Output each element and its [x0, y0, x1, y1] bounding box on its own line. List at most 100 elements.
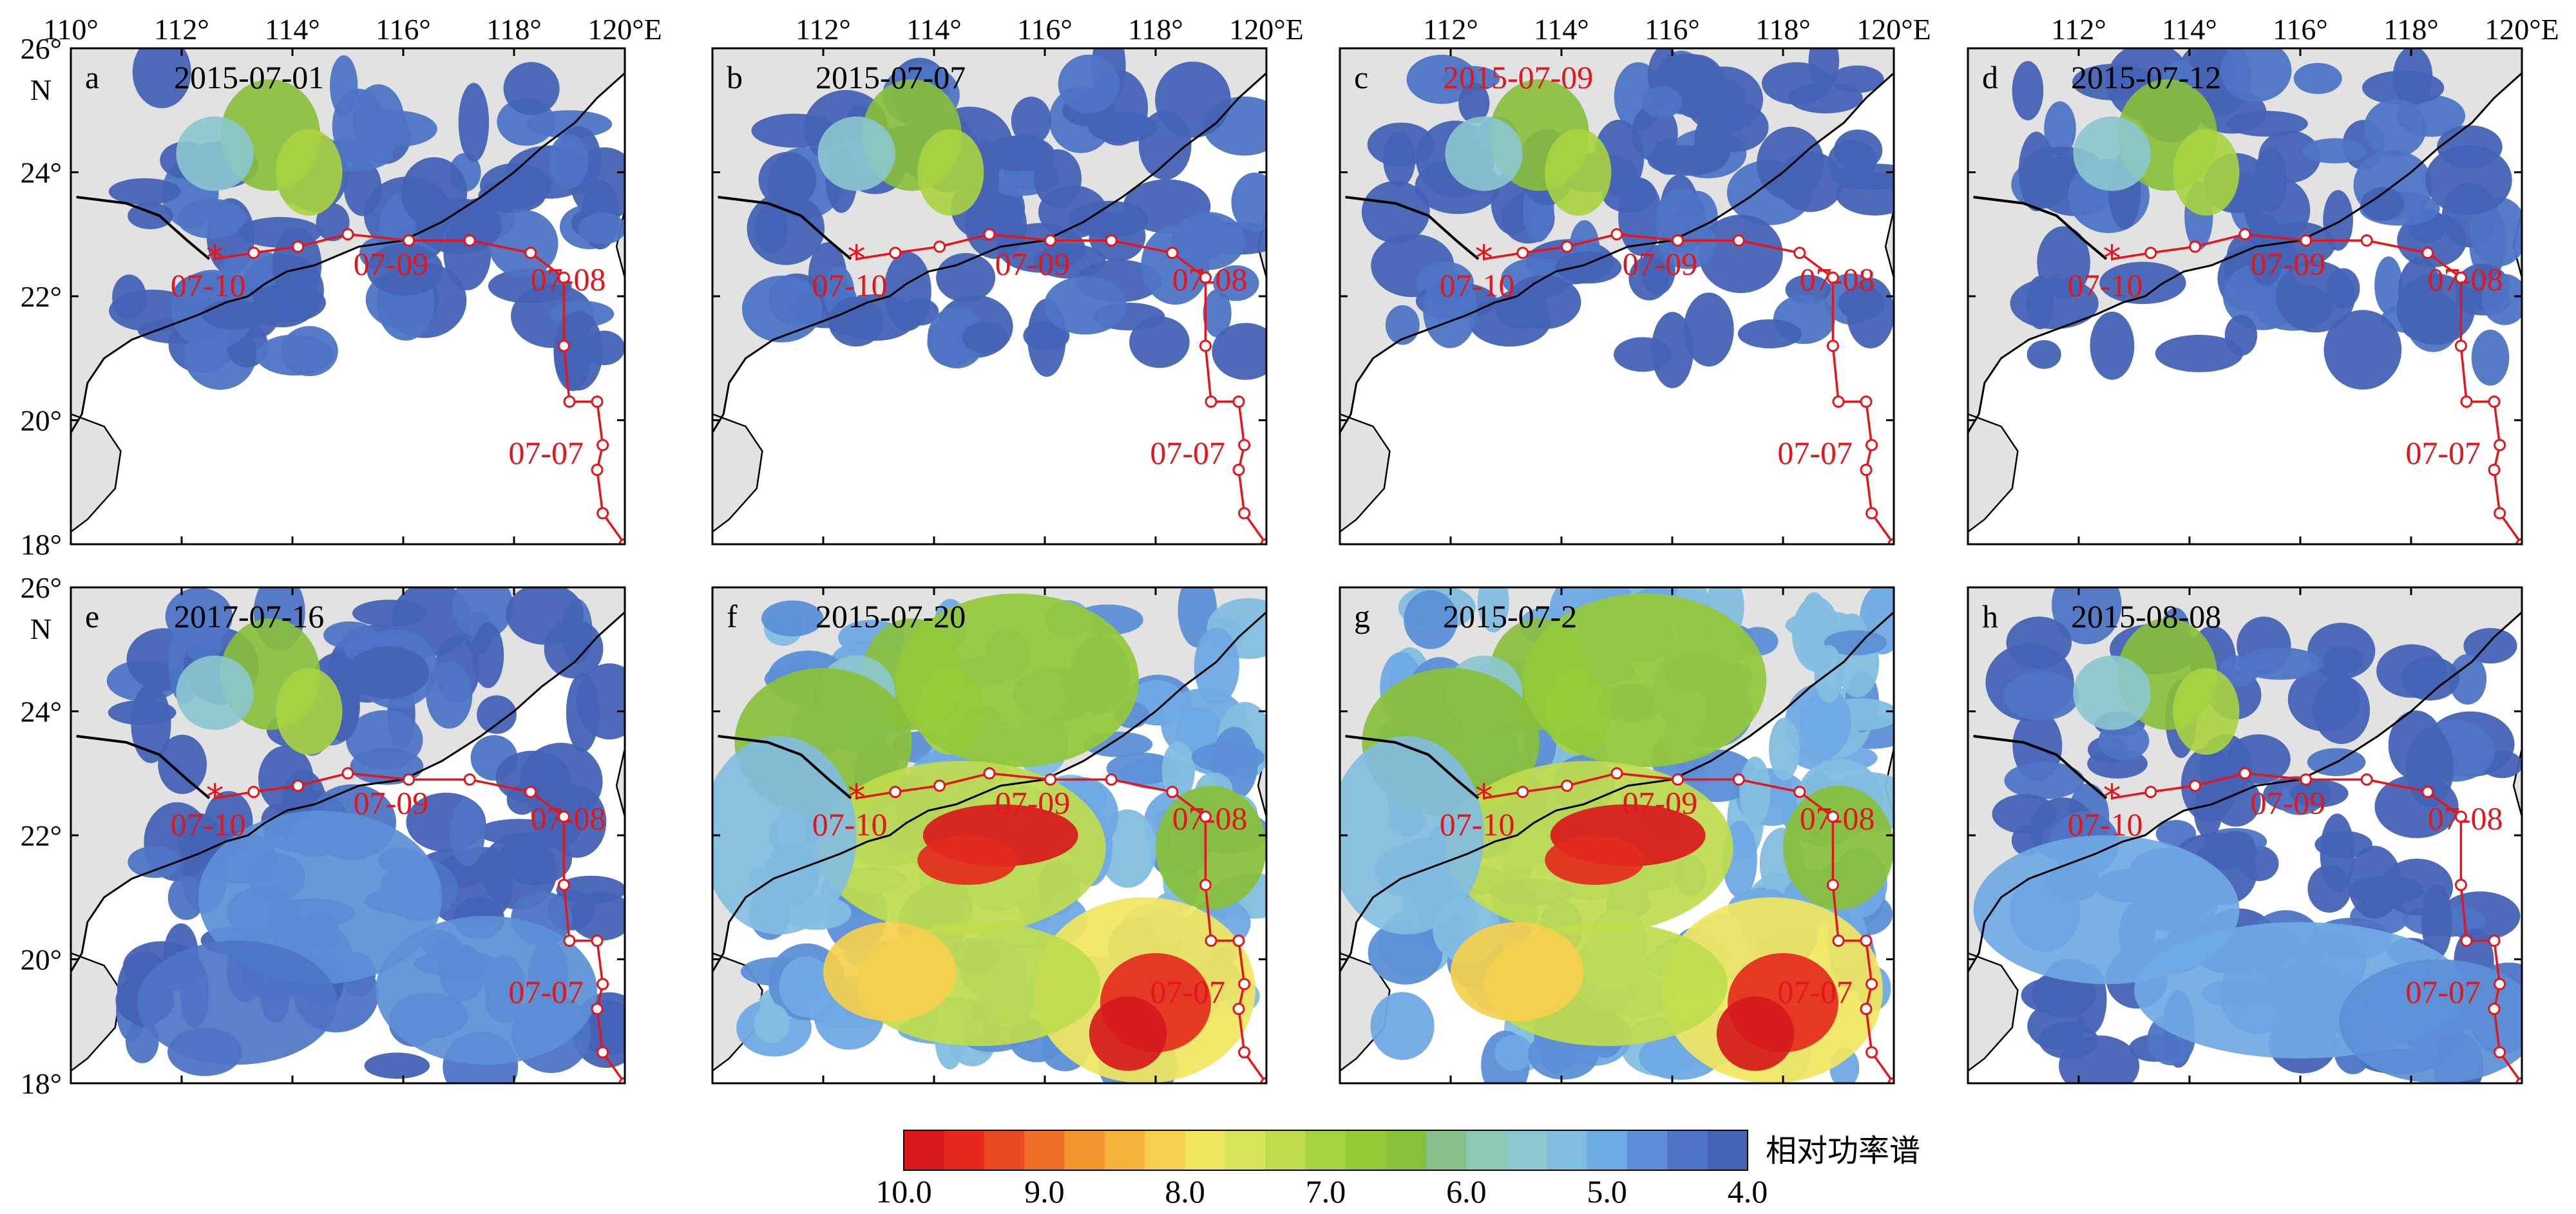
map-panel-a: * 07-07 07-08 07-09 07-10 110° 112° 114° 116° 118…	[21, 13, 662, 561]
track-point	[1732, 773, 1745, 786]
track-point	[1199, 878, 1212, 891]
typhoon-track: * 07-07 07-08 07-09 07-10	[2068, 228, 2522, 544]
panel-letter: f	[727, 598, 738, 634]
track-point	[2454, 878, 2467, 891]
track-point	[463, 773, 476, 786]
track-date-label: 07-07	[2405, 435, 2481, 471]
coastline	[712, 72, 1266, 433]
track-point	[1238, 439, 1251, 451]
track-point	[403, 234, 415, 247]
track-point	[1232, 464, 1245, 476]
colorbar-swatch	[1386, 1130, 1427, 1170]
typhoon-track: * 07-07 07-08 07-09 07-10	[171, 767, 625, 1083]
lon-tick-label: 112°	[2051, 13, 2106, 46]
panel-letter: h	[1982, 598, 1998, 634]
track-date-label: 07-10	[2068, 806, 2143, 842]
track-date-label: 07-08	[2428, 261, 2503, 297]
lon-tick-label: 116°	[2273, 13, 2328, 46]
track-point	[2488, 395, 2501, 408]
track-point	[1105, 773, 1118, 786]
track-point	[889, 247, 902, 260]
colorbar-tick-label: 9.0	[1024, 1173, 1065, 1209]
track-point	[2454, 339, 2467, 352]
track-date-label: 07-08	[531, 800, 606, 836]
colorbar-swatch	[1547, 1130, 1588, 1170]
track-point	[1105, 234, 1118, 247]
track-date-label: 07-08	[1172, 800, 1248, 836]
track-date-label: 07-10	[171, 267, 246, 303]
province-boundary	[718, 196, 852, 260]
panel-date: 2015-07-09	[1443, 59, 1593, 95]
lat-tick-label: 22°	[21, 819, 62, 852]
panel-letter: e	[85, 598, 99, 634]
lon-tick-label: 116°	[1017, 13, 1073, 46]
panel-letter: d	[1982, 59, 1998, 95]
map-panel-e: * 07-07 07-08 07-09 07-10 26° 24° 22° 20° 18° N e 20…	[21, 571, 626, 1100]
panel-date: 2017-07-16	[174, 598, 324, 634]
track-point	[2238, 767, 2251, 780]
track-date-label: 07-07	[1150, 974, 1225, 1010]
track-point	[1260, 538, 1266, 544]
track-point	[1826, 810, 1839, 823]
track-point	[1044, 773, 1057, 786]
taiwan-tip	[615, 748, 625, 817]
power-spectrum-field	[712, 587, 1266, 1083]
lon-tick-label: 118°	[1128, 13, 1183, 46]
track-point	[1561, 240, 1574, 253]
lon-tick-label: 118°	[1755, 13, 1811, 46]
track-date-label: 07-08	[531, 261, 606, 297]
track-point	[596, 978, 609, 991]
province-boundary	[1345, 196, 1480, 260]
lon-tick-label: 120°E	[1856, 13, 1931, 46]
track-date-label: 07-09	[995, 245, 1071, 281]
track-point	[247, 247, 260, 260]
track-point	[1205, 395, 1217, 408]
track-point	[1044, 234, 1057, 247]
track-date-label: 07-09	[354, 784, 429, 820]
typhoon-track: * 07-07 07-08 07-09 07-10	[812, 228, 1266, 544]
colorbar-swatch	[1265, 1130, 1306, 1170]
track-date-label: 07-08	[2428, 800, 2503, 836]
track-point	[1793, 247, 1806, 260]
province-boundary	[1345, 735, 1480, 799]
panel-date: 2015-07-2	[1443, 598, 1577, 634]
track-point	[1865, 1046, 1878, 1059]
colorbar-tick-label: 4.0	[1728, 1173, 1768, 1209]
track-point	[1232, 934, 1245, 947]
colorbar-tick-label: 6.0	[1446, 1173, 1487, 1209]
track-date-label: 07-07	[508, 974, 584, 1010]
track-point	[889, 786, 902, 799]
track-point	[1238, 507, 1251, 520]
track-point	[2454, 271, 2467, 284]
panel-date: 2015-07-12	[2071, 59, 2221, 95]
track-point	[591, 1003, 604, 1015]
colorbar-swatch	[1185, 1130, 1226, 1170]
landfall-marker: *	[1475, 238, 1493, 280]
colorbar-swatch	[1667, 1130, 1708, 1170]
lat-tick-label: 24°	[21, 696, 62, 728]
lon-tick-label: 116°	[376, 13, 431, 46]
track-point	[557, 271, 570, 284]
track-point	[524, 786, 537, 799]
province-boundary	[718, 735, 852, 799]
typhoon-track: * 07-07 07-08 07-09 07-10	[1440, 767, 1894, 1083]
lat-tick-label: 24°	[21, 156, 62, 189]
colorbar-swatch	[1426, 1130, 1467, 1170]
lat-tick-label: 26°	[21, 32, 62, 65]
track-point	[2421, 247, 2434, 260]
track-point	[1199, 339, 1212, 352]
track-point	[1826, 271, 1839, 284]
track-date-label: 07-09	[1623, 784, 1698, 820]
landfall-marker: *	[848, 777, 866, 819]
hainan-island	[1968, 952, 2019, 1072]
lon-tick-label: 114°	[1534, 13, 1589, 46]
track-point	[618, 1077, 625, 1083]
colorbar-swatch	[1587, 1130, 1628, 1170]
track-point	[2144, 786, 2157, 799]
track-point	[591, 934, 604, 947]
track-point	[1826, 339, 1839, 352]
landfall-marker: *	[206, 777, 224, 819]
track-point	[933, 779, 946, 792]
track-point	[1166, 247, 1179, 260]
